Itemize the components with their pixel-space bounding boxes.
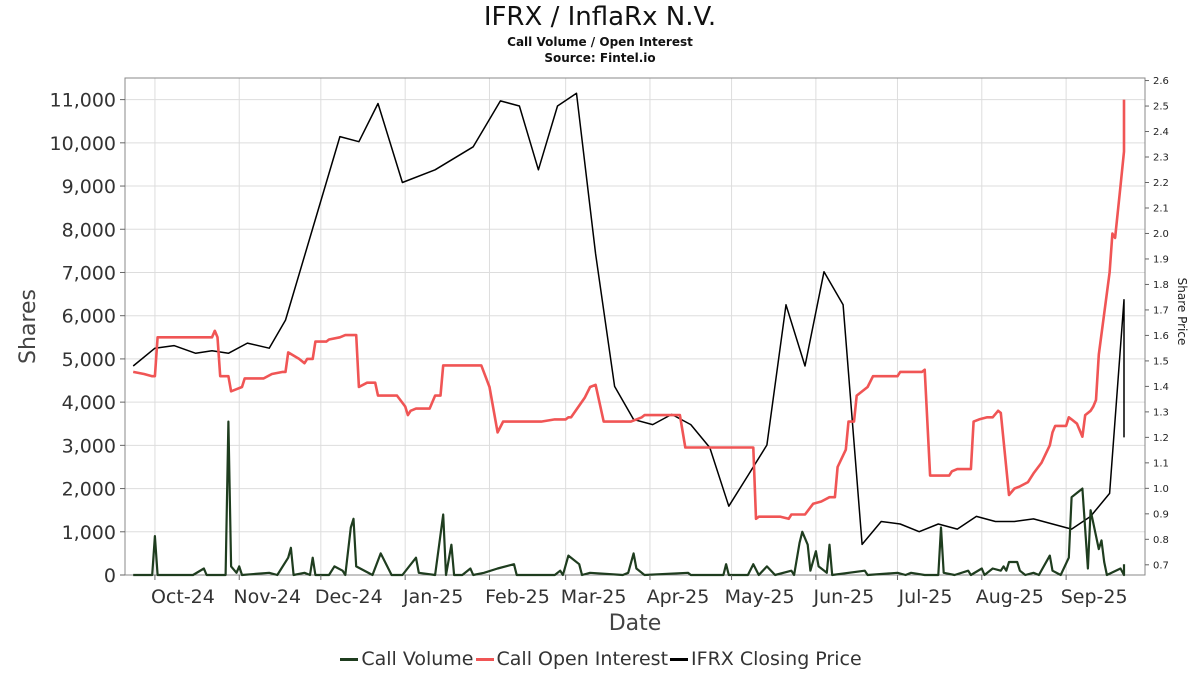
legend-swatch-call-volume	[340, 657, 359, 661]
x-tick-label: Sep-25	[1061, 586, 1128, 608]
y-axis-right: 0.7 0.8 0.9 1.0 1.1 1.2 1.3 1.4 1.5 1.6 1.7 1.8 1.9 2…	[1145, 76, 1169, 571]
chart-source: Source: Fintel.io	[544, 51, 656, 65]
y2-tick-label: 1.6	[1153, 331, 1169, 342]
y2-tick-label: 2.5	[1153, 102, 1169, 113]
x-tick-label: Aug-25	[976, 586, 1044, 608]
y2-tick-label: 2.3	[1153, 153, 1169, 164]
y2-tick-label: 1.4	[1153, 382, 1169, 393]
x-tick-label: Jun-25	[813, 586, 875, 608]
y-tick-label: 7,000	[62, 262, 116, 284]
y2-tick-label: 1.2	[1153, 433, 1169, 444]
x-tick-label: Apr-25	[647, 586, 710, 608]
y2-tick-label: 2.6	[1153, 76, 1169, 87]
y2-tick-label: 1.1	[1153, 458, 1169, 469]
series-line-closing-price	[132, 92, 1125, 546]
y2-tick-label: 2.0	[1153, 229, 1169, 240]
x-tick-label: Oct-24	[151, 586, 215, 608]
y2-tick-label: 1.7	[1153, 305, 1169, 316]
plot-frame	[124, 77, 1146, 576]
y-tick-label: 4,000	[62, 392, 116, 414]
y2-tick-label: 2.1	[1153, 203, 1169, 214]
y2-tick-label: 1.3	[1153, 407, 1169, 418]
y-tick-label: 2,000	[62, 479, 116, 501]
legend-swatch-open-interest	[475, 657, 494, 661]
legend-item-open-interest[interactable]: Call Open Interest	[474, 648, 669, 670]
series-line-call-volume	[133, 420, 1126, 577]
legend-label-call-volume: Call Volume	[361, 648, 474, 670]
y-tick-label: 9,000	[62, 176, 116, 198]
chart-title: IFRX / InflaRx N.V.	[483, 2, 717, 32]
legend-label-open-interest: Call Open Interest	[496, 648, 669, 670]
x-tick-label: May-25	[725, 586, 795, 608]
legend-swatch-closing-price	[670, 657, 689, 661]
y2-tick-label: 0.9	[1153, 509, 1169, 520]
y-tick-label: 6,000	[62, 306, 116, 328]
y2-tick-label: 0.7	[1153, 560, 1169, 571]
x-axis-label: Date	[609, 611, 662, 636]
grid-lines	[125, 78, 1145, 576]
y-axis-left: 0 1,000 2,000 3,000 4,000 5,000 6,000 7,000 8,00…	[50, 90, 125, 587]
y-tick-label: 8,000	[62, 219, 116, 241]
y2-tick-label: 0.8	[1153, 535, 1169, 546]
y-tick-label: 0	[104, 565, 116, 587]
y2-tick-label: 2.4	[1153, 127, 1169, 138]
y2-tick-label: 2.2	[1153, 178, 1169, 189]
legend: Call Volume Call Open Interest IFRX Clos…	[0, 648, 1200, 670]
y2-tick-label: 1.8	[1153, 280, 1169, 291]
y2-tick-label: 1.0	[1153, 484, 1169, 495]
legend-item-call-volume[interactable]: Call Volume	[338, 648, 474, 670]
x-tick-label: Feb-25	[485, 586, 550, 608]
legend-label-closing-price: IFRX Closing Price	[691, 648, 862, 670]
x-tick-label: Nov-24	[233, 586, 301, 608]
y-axis-label: Shares	[16, 289, 41, 364]
y2-tick-label: 1.9	[1153, 254, 1169, 265]
x-tick-label: Jul-25	[897, 586, 952, 608]
y-tick-label: 11,000	[50, 90, 116, 112]
y-tick-label: 1,000	[62, 522, 116, 544]
y-tick-label: 3,000	[62, 435, 116, 457]
y-tick-label: 10,000	[50, 133, 116, 155]
x-tick-label: Dec-24	[315, 586, 383, 608]
series-lines	[132, 92, 1126, 577]
y2-tick-label: 1.5	[1153, 356, 1169, 367]
x-tick-label: Mar-25	[561, 586, 627, 608]
y2-axis-label: Share Price	[1175, 278, 1189, 346]
x-axis: Oct-24 Nov-24 Dec-24 Jan-25 Feb-25 Mar-25 Apr-…	[151, 575, 1128, 608]
legend-item-closing-price[interactable]: IFRX Closing Price	[668, 648, 862, 670]
y-tick-label: 5,000	[62, 349, 116, 371]
x-tick-label: Jan-25	[402, 586, 463, 608]
chart-subtitle: Call Volume / Open Interest	[507, 35, 693, 49]
series-line-open-interest	[132, 99, 1126, 521]
